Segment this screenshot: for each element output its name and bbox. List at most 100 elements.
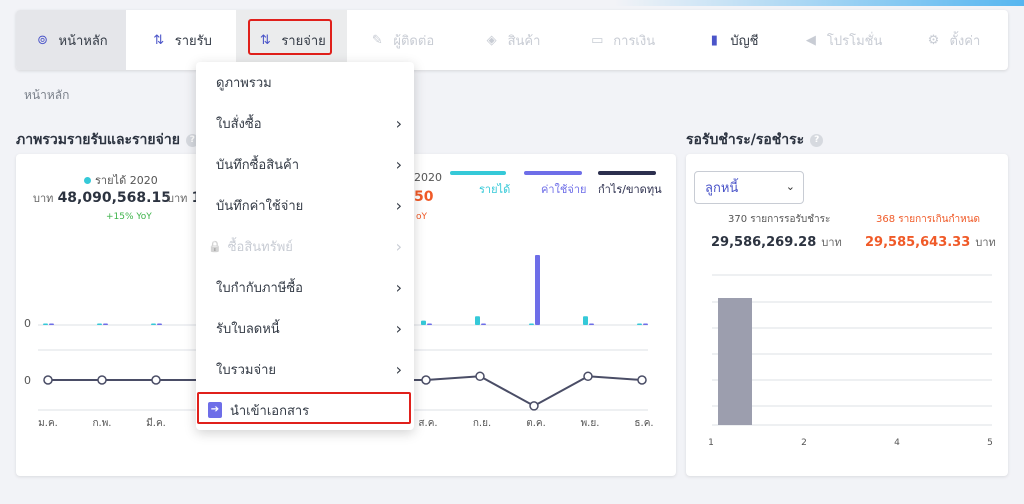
receivable-count: 370 รายการรอรับชำระ bbox=[728, 214, 831, 225]
receivable-chart: 1 2 4 5 bbox=[708, 274, 993, 448]
receivable-x-tick: 1 bbox=[708, 438, 714, 448]
bar-expense bbox=[535, 255, 540, 325]
nav-item-label: ตั้งค่า bbox=[949, 33, 981, 49]
bar-income bbox=[475, 316, 480, 325]
bar-expense bbox=[157, 323, 162, 325]
income-icon: ⇅ bbox=[153, 32, 165, 48]
chevron-down-icon: ⌄ bbox=[785, 180, 795, 193]
nav-item-gear[interactable]: ⚙ ตั้งค่า bbox=[898, 10, 1008, 70]
overdue-value: 29,585,643.33 bbox=[865, 235, 971, 250]
month-tick-label: พ.ย. bbox=[580, 418, 600, 429]
dropdown-item-label: รับใบลดหนี้ bbox=[216, 321, 280, 337]
nav-item-label: รายจ่าย bbox=[281, 33, 326, 49]
bar-expense bbox=[103, 323, 108, 325]
nav-item-label: โปรโมชั่น bbox=[826, 33, 883, 49]
dashboard-icon: ⊚ bbox=[37, 32, 48, 48]
month-tick-label: ต.ค. bbox=[526, 418, 546, 429]
profit-point bbox=[637, 375, 647, 385]
dropdown-item[interactable]: ดูภาพรวม bbox=[196, 62, 414, 102]
legend-income[interactable]: รายได้ bbox=[479, 183, 511, 196]
bar-income bbox=[151, 323, 156, 325]
nav-item-label: สินค้า bbox=[507, 33, 541, 49]
debtor-select[interactable]: ลูกหนี้ ⌄ bbox=[694, 171, 804, 204]
receivable-x-tick: 4 bbox=[894, 438, 900, 448]
dropdown-item: 🔒 ซื้อสินทรัพย์ › bbox=[196, 226, 414, 266]
expense-icon: ⇅ bbox=[259, 32, 271, 48]
overview-title: ภาพรวมรายรับและรายจ่าย bbox=[16, 132, 180, 148]
bar-income bbox=[637, 323, 642, 325]
nav-item-label: ผู้ติดต่อ bbox=[393, 33, 435, 49]
dropdown-item-label: ใบรวมจ่าย bbox=[216, 362, 276, 378]
chevron-right-icon: › bbox=[395, 236, 402, 256]
profit-point bbox=[97, 375, 107, 385]
dropdown-item[interactable]: ใบรวมจ่าย › bbox=[196, 349, 414, 389]
nav-item-contacts[interactable]: ✎ ผู้ติดต่อ bbox=[347, 10, 457, 70]
chevron-right-icon: › bbox=[395, 113, 402, 133]
income-number: 48,090,568.15 bbox=[57, 190, 171, 206]
profit-point bbox=[421, 375, 431, 385]
nav-item-ledger[interactable]: ▮ บัญชี bbox=[677, 10, 787, 70]
legend-profit-line bbox=[598, 171, 656, 175]
month-tick-label: ธ.ค. bbox=[634, 418, 654, 429]
receivable-x-tick: 2 bbox=[801, 438, 807, 448]
ledger-icon: ▮ bbox=[710, 32, 718, 48]
dropdown-item-label: ซื้อสินทรัพย์ bbox=[227, 239, 293, 255]
chevron-right-icon: › bbox=[395, 318, 402, 338]
nav-item-income[interactable]: ⇅ รายรับ bbox=[126, 10, 236, 70]
dropdown-item-label: ดูภาพรวม bbox=[216, 75, 272, 91]
import-document-item[interactable]: ➔ นำเข้าเอกสาร bbox=[196, 392, 414, 428]
receivable-x-tick: 5 bbox=[987, 438, 993, 448]
nav-item-megaphone[interactable]: ◀ โปรโมชั่น bbox=[788, 10, 898, 70]
breadcrumb[interactable]: หน้าหลัก bbox=[24, 88, 70, 102]
overdue-count: 368 รายการเกินกำหนด bbox=[876, 214, 981, 225]
receivable-title: รอรับชำระ/รอชำระ bbox=[686, 132, 805, 148]
section-title-overview: ภาพรวมรายรับและรายจ่าย ? bbox=[16, 129, 199, 151]
bar-income bbox=[421, 320, 426, 325]
bar-income bbox=[97, 323, 102, 325]
legend-expense[interactable]: ค่าใช้จ่าย bbox=[541, 183, 587, 196]
bar-income bbox=[529, 323, 534, 325]
dropdown-item-label: บันทึกค่าใช้จ่าย bbox=[216, 198, 304, 214]
profit-point bbox=[529, 401, 539, 411]
income-unit: บาท bbox=[33, 192, 54, 205]
expense-unit: บาท bbox=[167, 192, 188, 205]
bar-expense bbox=[481, 323, 486, 325]
month-tick-label: ก.พ. bbox=[92, 418, 112, 429]
income-label-text: รายได้ 2020 bbox=[95, 174, 158, 187]
nav-item-label: การเงิน bbox=[613, 33, 656, 49]
chevron-right-icon: › bbox=[395, 154, 402, 174]
help-icon[interactable]: ? bbox=[810, 133, 824, 147]
month-tick-label: มี.ค. bbox=[146, 418, 166, 429]
dropdown-item-label: ใบกำกับภาษีซื้อ bbox=[216, 280, 303, 296]
import-document-label: นำเข้าเอกสาร bbox=[230, 403, 310, 419]
income-yoy: +15% YoY bbox=[106, 212, 152, 222]
profit-value-partial: 50 bbox=[414, 189, 433, 205]
bar-expense bbox=[589, 323, 594, 325]
profit-point bbox=[43, 375, 53, 385]
help-icon[interactable]: ? bbox=[185, 133, 199, 147]
bar-income bbox=[583, 316, 588, 325]
bar-expense bbox=[427, 323, 432, 325]
bar-expense bbox=[643, 323, 648, 325]
bar-income bbox=[43, 323, 48, 325]
bar-axis-zero: 0 bbox=[24, 317, 31, 330]
nav-item-box[interactable]: ◈ สินค้า bbox=[457, 10, 567, 70]
expense-dropdown-menu: ดูภาพรวม ใบสั่งซื้อ › บันทึกซื้อสินค้า › บันท… bbox=[196, 62, 414, 430]
nav-item-dashboard[interactable]: ⊚ หน้าหลัก bbox=[16, 10, 127, 70]
dropdown-item[interactable]: ใบกำกับภาษีซื้อ › bbox=[196, 267, 414, 307]
nav-item-label: หน้าหลัก bbox=[58, 33, 108, 49]
debtor-select-value: ลูกหนี้ bbox=[705, 181, 739, 196]
dropdown-item[interactable]: บันทึกค่าใช้จ่าย › bbox=[196, 185, 414, 225]
legend-profit[interactable]: กำไร/ขาดทุน bbox=[598, 183, 662, 196]
profit-point bbox=[475, 371, 485, 382]
receivable-amount: 29,586,269.28 บาท bbox=[711, 231, 842, 251]
dropdown-item[interactable]: บันทึกซื้อสินค้า › bbox=[196, 144, 414, 184]
top-accent-strip bbox=[0, 0, 1024, 6]
receivable-unit: บาท bbox=[821, 236, 842, 249]
nav-item-money[interactable]: ▭ การเงิน bbox=[567, 10, 677, 70]
dropdown-item[interactable]: รับใบลดหนี้ › bbox=[196, 308, 414, 348]
lock-icon: 🔒 bbox=[208, 239, 222, 253]
bar-expense bbox=[49, 323, 54, 325]
profit-point bbox=[583, 371, 593, 382]
dropdown-item[interactable]: ใบสั่งซื้อ › bbox=[196, 103, 414, 143]
